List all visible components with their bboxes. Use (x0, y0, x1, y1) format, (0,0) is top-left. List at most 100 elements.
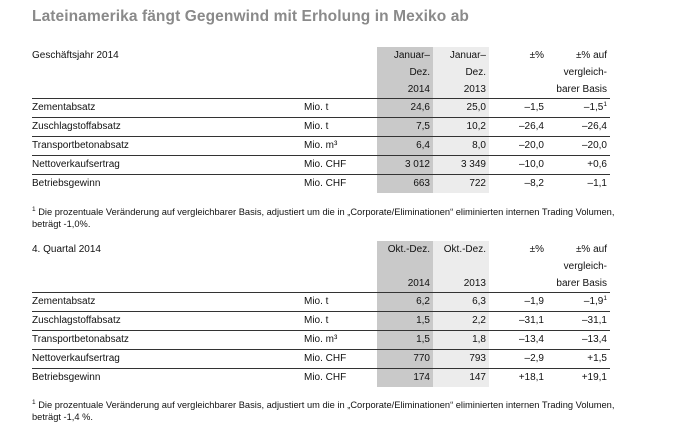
row-unit: Mio. CHF (304, 372, 347, 383)
footnote-text: Die prozentuale Veränderung auf vergleic… (32, 400, 615, 422)
table-annual: Geschäftsjahr 2014 Januar– Januar– ±% ±%… (32, 47, 610, 193)
value-d: –31,1 (547, 311, 610, 331)
value-a: 1,5 (377, 330, 433, 350)
header-b-line3: 2013 (433, 275, 489, 293)
table-row: Zementabsatz Mio. t 24,6 25,0 –1,5 –1,51 (32, 98, 610, 118)
header-c-line3 (489, 81, 547, 99)
value-b: 8,0 (433, 136, 489, 156)
footnote: 1 Die prozentuale Veränderung auf vergle… (32, 399, 632, 423)
value-d: –13,4 (547, 330, 610, 350)
value-a: 7,5 (377, 117, 433, 137)
row-unit: Mio. t (304, 292, 377, 312)
footnote: 1 Die prozentuale Veränderung auf vergle… (32, 206, 632, 230)
row-label: Zementabsatz (32, 292, 304, 312)
value-b: 6,3 (433, 292, 489, 312)
table-quarter: 4. Quartal 2014 Okt.-Dez. Okt.-Dez. ±% ±… (32, 241, 610, 387)
value-c: +18,1 (518, 372, 544, 383)
row-label: Betriebsgewinn (32, 372, 101, 383)
table-row: Zuschlagstoffabsatz Mio. t 7,5 10,2 –26,… (32, 117, 610, 137)
header-a-line3: 2014 (377, 275, 433, 293)
row-label: Transportbetonabsatz (32, 330, 304, 350)
row-label: Transportbetonabsatz (32, 136, 304, 156)
table-row: Betriebsgewinn Mio. CHF 174 147 +18,1 +1… (32, 368, 610, 387)
value-a: 174 (377, 368, 433, 387)
value-b: 2,2 (433, 311, 489, 331)
table-row: Betriebsgewinn Mio. CHF 663 722 –8,2 –1,… (32, 174, 610, 193)
value-a: 1,5 (377, 311, 433, 331)
row-unit: Mio. m³ (304, 136, 377, 156)
value-a: 770 (377, 349, 433, 369)
row-unit: Mio. t (304, 311, 377, 331)
header-b-line2 (433, 258, 489, 275)
value-c: –8,2 (524, 178, 544, 189)
header-a-line2: Dez. (377, 64, 433, 81)
value-a: 663 (377, 174, 433, 193)
header-c-line2 (489, 258, 547, 275)
header-b-line1: Januar– (433, 47, 489, 64)
header-b-line3: 2013 (433, 81, 489, 99)
table-row: Nettoverkaufsertrag Mio. CHF 3 012 3 349… (32, 155, 610, 175)
header-c-line2 (489, 64, 547, 81)
footnote-ref: 1 (603, 295, 607, 302)
value-c: –31,1 (489, 311, 547, 331)
row-label: Zementabsatz (32, 98, 304, 118)
value-d: –20,0 (547, 136, 610, 156)
value-c: –1,9 (489, 292, 547, 312)
value-d: +19,1 (581, 372, 607, 383)
value-d: +0,6 (547, 155, 610, 175)
row-label: Nettoverkaufsertrag (32, 349, 304, 369)
value-c: –10,0 (489, 155, 547, 175)
header-d-line3: barer Basis (547, 81, 610, 99)
header-d-line2: vergleich- (563, 261, 607, 272)
row-label: Nettoverkaufsertrag (32, 155, 304, 175)
value-c: –26,4 (489, 117, 547, 137)
value-a: 24,6 (377, 98, 433, 118)
row-unit: Mio. t (304, 98, 377, 118)
value-b: 25,0 (433, 98, 489, 118)
period-label: Geschäftsjahr 2014 (32, 50, 119, 61)
header-d-line3: barer Basis (547, 275, 610, 293)
row-unit: Mio. CHF (304, 178, 347, 189)
footnote-mark: 1 (32, 206, 36, 213)
value-b: 3 349 (433, 155, 489, 175)
row-unit: Mio. CHF (304, 155, 377, 175)
value-c: –13,4 (489, 330, 547, 350)
value-a: 6,4 (377, 136, 433, 156)
page-title: Lateinamerika fängt Gegenwind mit Erholu… (32, 8, 469, 25)
row-label: Betriebsgewinn (32, 178, 101, 189)
row-unit: Mio. m³ (304, 330, 377, 350)
value-d: +1,5 (547, 349, 610, 369)
value-d-cell: –1,51 (547, 98, 610, 118)
table-row: Nettoverkaufsertrag Mio. CHF 770 793 –2,… (32, 349, 610, 369)
value-a: 3 012 (377, 155, 433, 175)
header-c-line1: ±% (529, 244, 544, 255)
row-label: Zuschlagstoffabsatz (32, 117, 304, 137)
value-a: 6,2 (377, 292, 433, 312)
header-d-line1: ±% auf (575, 50, 607, 61)
value-b: 793 (433, 349, 489, 369)
table-row: Transportbetonabsatz Mio. m³ 6,4 8,0 –20… (32, 136, 610, 156)
value-d: –1,9 (583, 296, 604, 307)
header-d-line1: ±% auf (575, 244, 607, 255)
value-b: 147 (433, 368, 489, 387)
header-c-line3 (489, 275, 547, 293)
value-c: –2,9 (489, 349, 547, 369)
header-a-line2 (377, 258, 433, 275)
value-c: –20,0 (489, 136, 547, 156)
header-b-line2: Dez. (433, 64, 489, 81)
period-label: 4. Quartal 2014 (32, 244, 101, 255)
footnote-ref: 1 (603, 101, 607, 108)
footnote-mark: 1 (32, 399, 36, 406)
row-unit: Mio. CHF (304, 349, 377, 369)
value-c: –1,5 (489, 98, 547, 118)
value-d: –1,1 (587, 178, 607, 189)
row-label: Zuschlagstoffabsatz (32, 311, 304, 331)
header-b-line1: Okt.-Dez. (433, 241, 489, 258)
header-a-line1: Okt.-Dez. (377, 241, 433, 258)
value-d-cell: –1,91 (547, 292, 610, 312)
table-row: Zementabsatz Mio. t 6,2 6,3 –1,9 –1,91 (32, 292, 610, 312)
row-unit: Mio. t (304, 117, 377, 137)
value-d: –26,4 (547, 117, 610, 137)
value-b: 10,2 (433, 117, 489, 137)
header-d-line2: vergleich- (563, 67, 607, 78)
